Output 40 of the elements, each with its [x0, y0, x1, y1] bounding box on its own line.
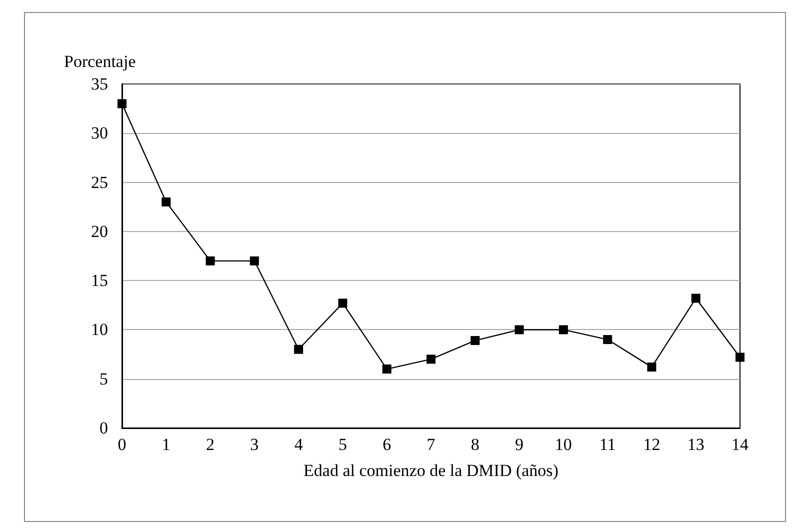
y-tick-label: 0	[100, 418, 108, 438]
x-tick-label: 2	[206, 435, 215, 454]
y-tick-label: 25	[91, 172, 108, 192]
point	[470, 336, 480, 346]
y-tick-label: 20	[91, 222, 108, 241]
x-tick-label: 13	[687, 435, 704, 454]
point	[603, 335, 612, 344]
point	[691, 294, 700, 303]
x-tick-label: 8	[470, 435, 480, 454]
x-tick-label: 6	[382, 435, 392, 454]
point	[206, 256, 215, 266]
y-tick-label: 15	[91, 271, 108, 290]
point	[382, 364, 392, 374]
point	[558, 325, 568, 334]
x-tick-label: 10	[554, 435, 572, 454]
x-tick-label: 4	[294, 435, 304, 454]
y-axis-title: Porcentaje	[64, 52, 136, 71]
x-tick-label: 9	[515, 435, 524, 454]
x-tick-label: 3	[250, 435, 259, 454]
point	[514, 325, 524, 334]
point	[338, 298, 348, 308]
y-tick-label: 10	[91, 320, 108, 340]
y-tick-label: 35	[91, 74, 108, 94]
point	[294, 344, 304, 354]
x-tick-label: 12	[643, 435, 660, 454]
point	[162, 197, 171, 206]
point	[736, 352, 744, 362]
point	[118, 99, 126, 108]
point	[426, 354, 436, 364]
x-tick-label: 1	[162, 435, 170, 454]
point	[250, 256, 259, 266]
x-tick-label: 7	[426, 435, 436, 454]
x-tick-label: 11	[599, 435, 616, 454]
x-tick-label: 0	[118, 435, 126, 454]
x-tick-label: 5	[338, 435, 347, 454]
x-axis-title: Edad al comienzo de la DMID (años)	[304, 461, 558, 480]
y-tick-label: 5	[100, 369, 108, 388]
point	[647, 362, 656, 372]
x-tick-label: 14	[732, 435, 749, 454]
y-tick-label: 30	[91, 124, 108, 143]
